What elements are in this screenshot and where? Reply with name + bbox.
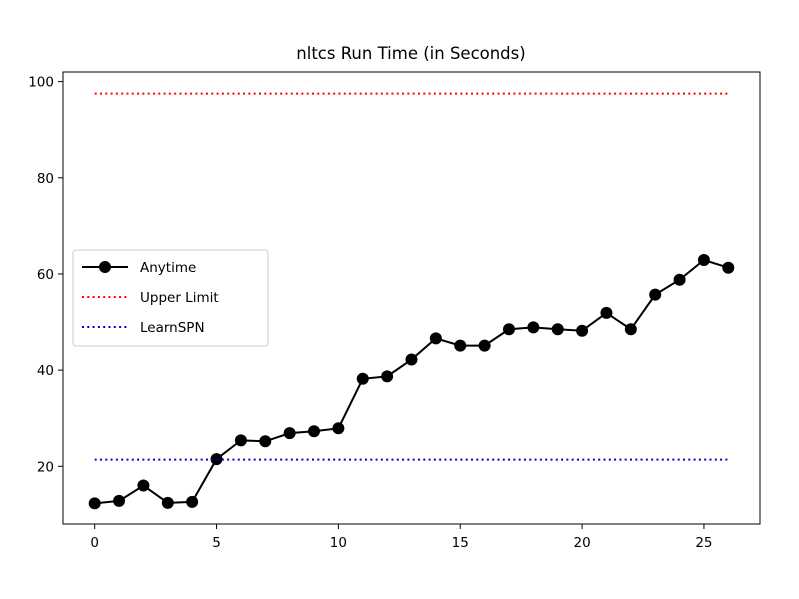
x-tick-label: 25 xyxy=(695,535,712,551)
legend-box xyxy=(72,249,269,347)
data-point xyxy=(624,323,637,336)
data-point xyxy=(332,422,345,435)
legend-marker-anytime xyxy=(99,261,111,273)
data-point xyxy=(551,323,564,336)
data-point xyxy=(722,261,735,274)
data-point xyxy=(381,370,394,383)
data-point xyxy=(259,435,272,448)
y-tick-label: 60 xyxy=(37,267,54,283)
chart-title: nltcs Run Time (in Seconds) xyxy=(296,44,525,63)
data-point xyxy=(186,495,199,508)
legend-label-upper-limit: Upper Limit xyxy=(140,290,219,306)
data-point xyxy=(649,288,662,301)
y-tick-label: 80 xyxy=(37,171,54,187)
data-point xyxy=(527,321,540,334)
y-tick-label: 40 xyxy=(37,363,54,379)
x-tick-label: 5 xyxy=(212,535,221,551)
data-point xyxy=(113,494,126,507)
series-layer xyxy=(88,92,735,510)
legend: Anytime Upper Limit LearnSPN xyxy=(72,249,269,347)
data-point xyxy=(673,273,686,286)
data-point xyxy=(161,496,174,509)
legend-label-anytime: Anytime xyxy=(140,260,196,276)
x-tick-label: 10 xyxy=(330,535,347,551)
x-tick-label: 0 xyxy=(90,535,99,551)
y-tick-label: 100 xyxy=(28,75,54,91)
data-point xyxy=(429,332,442,345)
data-point xyxy=(356,372,369,385)
legend-label-learnspn: LearnSPN xyxy=(140,320,205,336)
data-point xyxy=(308,425,321,438)
data-point xyxy=(600,306,613,319)
data-point xyxy=(405,353,418,366)
x-tick-label: 15 xyxy=(452,535,469,551)
x-tick-label: 20 xyxy=(574,535,591,551)
data-point xyxy=(478,339,491,352)
y-tick-label: 20 xyxy=(37,459,54,475)
data-point xyxy=(210,453,223,466)
ticks-layer: 0 5 10 15 20 25 20 40 60 80 100 xyxy=(28,75,712,551)
data-point xyxy=(137,479,150,492)
data-point xyxy=(454,339,467,352)
data-point xyxy=(576,324,589,337)
data-point xyxy=(234,434,247,447)
data-point xyxy=(88,497,101,510)
data-point xyxy=(283,427,296,440)
data-point xyxy=(502,323,515,336)
data-point xyxy=(697,254,710,267)
axes-frame xyxy=(62,71,761,525)
